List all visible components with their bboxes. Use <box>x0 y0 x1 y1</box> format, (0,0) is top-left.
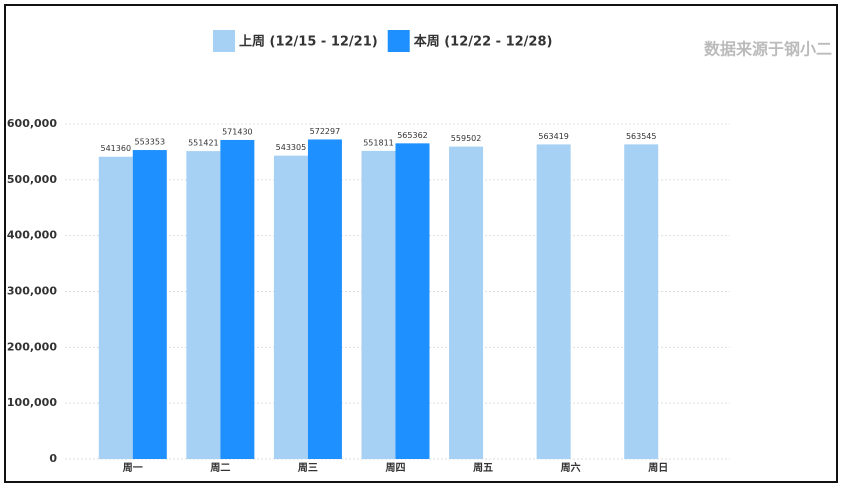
bar <box>98 156 133 459</box>
value-label: 563545 <box>626 132 657 141</box>
value-label: 543305 <box>276 143 307 152</box>
x-tick-label: 周一 <box>123 462 143 474</box>
bar <box>624 144 659 459</box>
bar <box>395 143 430 460</box>
x-tick-label: 周四 <box>386 462 406 474</box>
bar <box>132 150 167 460</box>
x-tick-label: 周日 <box>648 462 668 474</box>
y-tick-label: 500,000 <box>7 173 57 186</box>
x-tick-label: 周六 <box>561 461 581 474</box>
y-tick-label: 0 <box>49 452 57 465</box>
x-tick-label: 周三 <box>298 462 318 474</box>
value-label: 553353 <box>135 138 166 147</box>
value-label: 565362 <box>397 131 428 140</box>
value-label: 563419 <box>538 132 569 141</box>
x-tick-label: 周二 <box>210 462 230 474</box>
y-tick-label: 600,000 <box>7 117 57 130</box>
bar <box>449 146 484 459</box>
y-tick-label: 300,000 <box>7 285 57 298</box>
value-label: 559502 <box>451 134 482 143</box>
bar <box>186 151 221 459</box>
bar <box>273 155 308 459</box>
legend-label: 本周 (12/22 - 12/28) <box>414 34 553 50</box>
legend-label: 上周 (12/15 - 12/21) <box>239 35 378 50</box>
value-label: 571430 <box>222 127 253 136</box>
bar <box>220 139 255 459</box>
bar <box>361 150 396 459</box>
value-label: 551421 <box>188 139 219 148</box>
y-tick-label: 200,000 <box>7 340 57 353</box>
bar <box>307 139 342 459</box>
bar <box>536 144 571 460</box>
legend-swatch <box>387 30 410 52</box>
y-tick-label: 100,000 <box>7 396 57 409</box>
value-label: 572297 <box>310 127 341 136</box>
y-tick-label: 400,000 <box>7 229 57 242</box>
source-note: 数据来源于钢小二 <box>704 40 832 59</box>
value-label: 541360 <box>101 144 132 153</box>
value-label: 551811 <box>363 138 394 147</box>
legend-swatch <box>213 30 235 52</box>
x-tick-label: 周五 <box>473 462 493 474</box>
